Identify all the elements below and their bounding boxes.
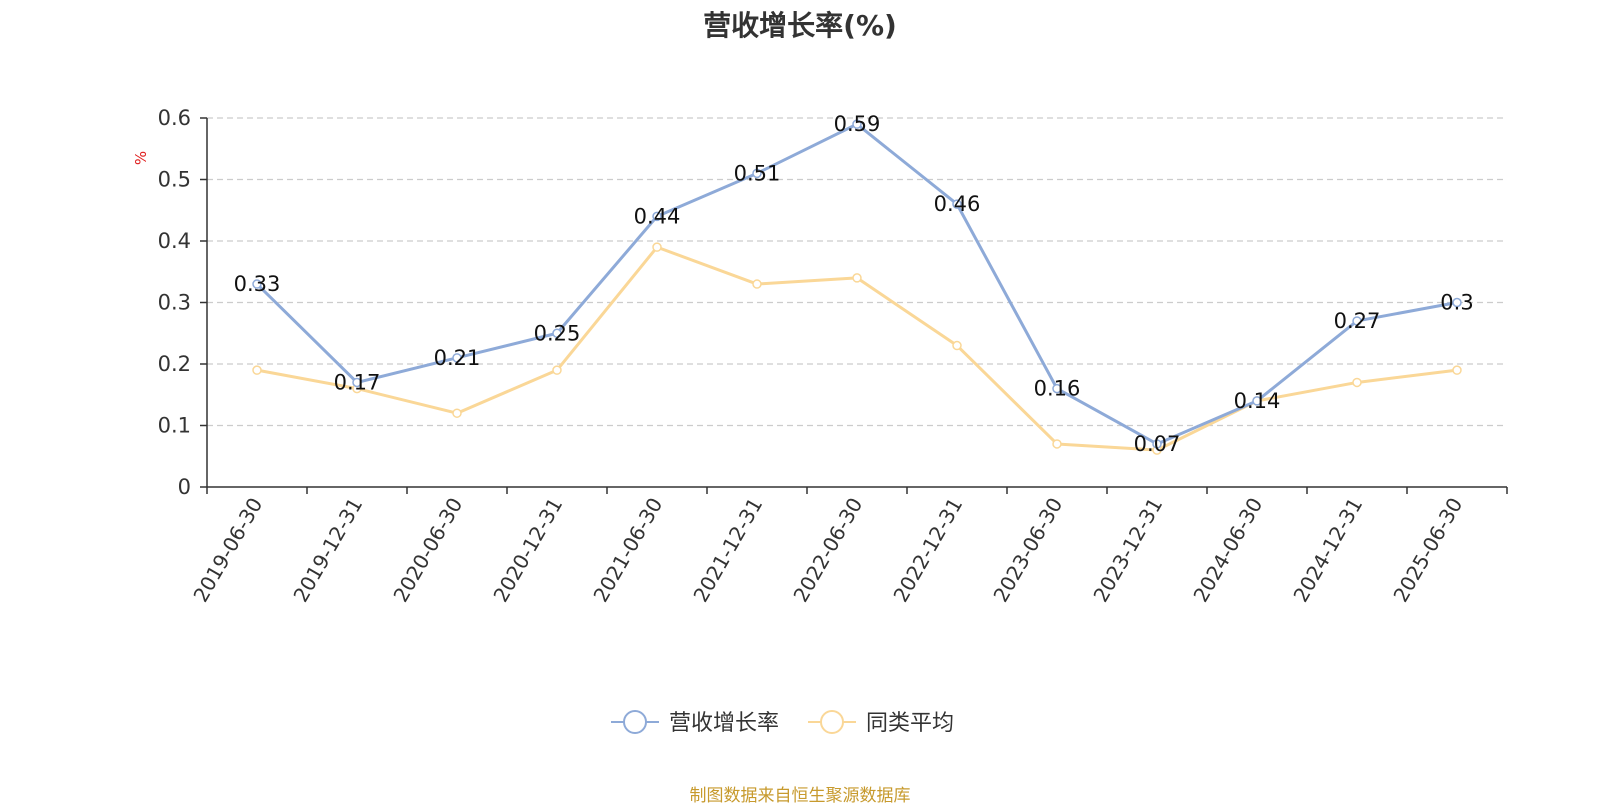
data-point	[852, 273, 862, 283]
data-point	[1352, 316, 1362, 326]
data-point	[752, 168, 762, 179]
legend-label-1: 同类平均	[866, 711, 954, 736]
data-point	[452, 408, 462, 418]
y-tick-label: 0.2	[158, 352, 191, 376]
data-label: 0.14	[1234, 389, 1281, 413]
data-label: 0.21	[434, 346, 481, 370]
data-label: 0.07	[1134, 432, 1181, 456]
data-labels: 0.33 0.17 0.21 0.25 0.44 0.51 0.59 0.46 0.16 0.07…	[234, 112, 1474, 456]
data-point	[452, 353, 462, 363]
x-tick-label: 2024-12-31	[1288, 494, 1367, 607]
legend-label-0: 营收增长率	[669, 711, 779, 736]
x-tick-label: 2022-06-30	[788, 494, 867, 607]
data-point	[352, 377, 362, 388]
data-point	[1052, 383, 1062, 394]
data-label: 0.33	[234, 272, 281, 296]
data-label: 0.44	[634, 204, 681, 228]
x-tick-label: 2020-06-30	[388, 494, 467, 607]
axes: 0 0.1 0.2 0.3 0.4 0.5 0.6% 2019-06-30 2019-12-31…	[132, 106, 1508, 607]
data-point	[652, 242, 662, 252]
x-tick-label: 2023-06-30	[988, 494, 1067, 607]
data-point	[652, 211, 662, 222]
x-tick-label: 2023-12-31	[1088, 494, 1167, 607]
y-tick-label: 0.5	[158, 168, 191, 192]
legend-marker-0	[623, 710, 647, 734]
x-tick-label: 2019-06-30	[188, 494, 267, 607]
data-label: 0.16	[1034, 377, 1081, 401]
data-point	[1452, 365, 1462, 375]
data-point	[952, 340, 962, 351]
data-point	[1152, 439, 1162, 449]
y-tick-label: 0.3	[158, 291, 191, 315]
y-tick-label: 0.4	[158, 229, 191, 253]
y-tick-label: 0.1	[158, 414, 191, 438]
data-point	[552, 328, 562, 338]
data-point	[1452, 297, 1462, 308]
data-label: 0.59	[834, 112, 881, 136]
data-point	[852, 119, 862, 129]
data-label: 0.27	[1334, 309, 1381, 333]
data-point	[1352, 377, 1362, 388]
data-point	[552, 365, 562, 375]
data-label: 0.25	[534, 321, 581, 345]
data-point	[1252, 396, 1262, 406]
x-tick-label: 2025-06-30	[1388, 494, 1467, 607]
legend: 营收增长率 同类平均	[611, 710, 954, 736]
data-point	[752, 279, 762, 289]
source-note: 制图数据来自恒生聚源数据库	[689, 786, 911, 806]
x-tick-label: 2022-12-31	[888, 494, 967, 607]
y-axis-unit-label: %	[132, 151, 150, 165]
y-tick-label: 0.6	[158, 106, 191, 130]
x-tick-label: 2021-06-30	[588, 494, 667, 607]
chart-title: 营收增长率(%)	[703, 9, 897, 42]
x-tick-label: 2021-12-31	[688, 494, 767, 607]
x-tick-label: 2024-06-30	[1188, 494, 1267, 607]
data-label: 0.46	[934, 192, 981, 216]
grid-lines	[207, 117, 1507, 427]
data-point	[252, 279, 262, 289]
data-label: 0.17	[334, 370, 381, 394]
x-tick-label: 2020-12-31	[488, 494, 567, 607]
legend-marker-1	[820, 710, 844, 734]
y-tick-label: 0	[178, 475, 191, 499]
data-point	[252, 365, 262, 375]
data-label: 0.51	[734, 161, 781, 185]
data-label: 0.3	[1440, 291, 1473, 315]
data-point	[1052, 439, 1062, 449]
series-lines	[252, 119, 1462, 455]
x-tick-label: 2019-12-31	[288, 494, 367, 607]
data-point	[952, 199, 962, 209]
